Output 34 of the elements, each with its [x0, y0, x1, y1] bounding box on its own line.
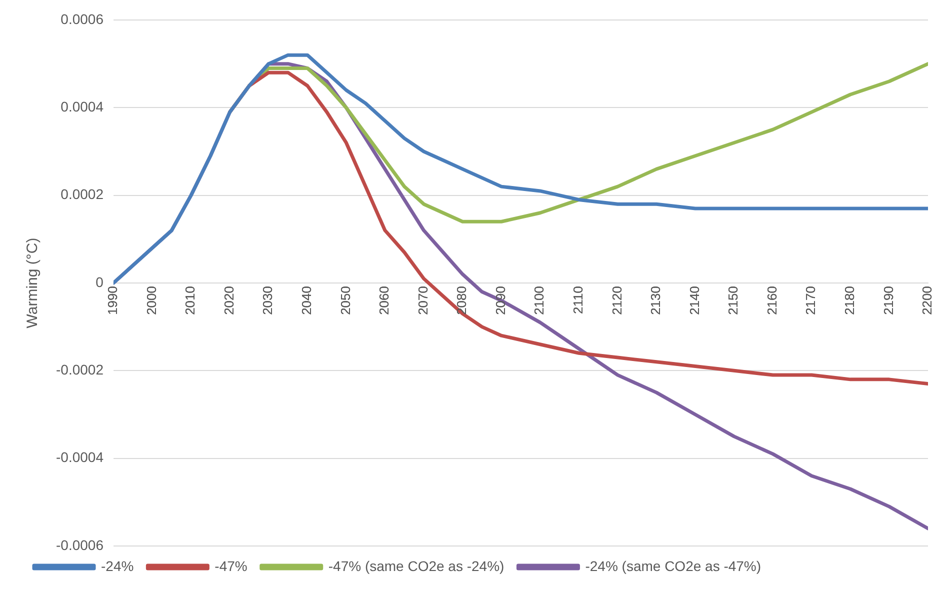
- x-tick-label: 2050: [338, 286, 353, 315]
- x-tick-label: 2110: [570, 286, 586, 314]
- x-tick-label: 2120: [609, 286, 624, 315]
- x-tick-label: 2080: [454, 286, 470, 315]
- x-tick-label: 2160: [764, 286, 780, 315]
- y-tick-label: 0: [96, 274, 104, 290]
- x-tick-label: 2060: [376, 286, 392, 315]
- x-tick-label: 2150: [726, 286, 741, 315]
- legend-label: -24% (same CO2e as -47%): [585, 558, 762, 574]
- y-tick-label: 0.0002: [60, 186, 104, 202]
- y-tick-label: 0.0004: [60, 98, 104, 115]
- x-tick-label: 2090: [492, 286, 508, 315]
- x-tick-label: 2140: [686, 286, 702, 315]
- legend-label: -47% (same CO2e as -24%): [328, 558, 504, 574]
- y-axis-title: Warming (°C): [24, 238, 42, 328]
- x-tick-label: 2180: [842, 286, 858, 315]
- x-tick-label: 2020: [221, 286, 236, 315]
- x-tick-label: 1990: [105, 286, 120, 315]
- x-tick-label: 2040: [298, 286, 314, 315]
- x-tick-label: 2000: [144, 286, 159, 315]
- x-tick-label: 2190: [880, 286, 896, 315]
- x-tick-label: 2100: [532, 286, 547, 315]
- x-tick-label: 2200: [920, 286, 935, 315]
- x-tick-label: 2030: [260, 286, 276, 315]
- y-tick-label: -0.0004: [56, 449, 104, 466]
- legend-label: -24%: [101, 558, 134, 574]
- y-tick-label: 0.0006: [60, 10, 104, 27]
- legend-label: -47%: [214, 558, 248, 574]
- x-tick-label: 2130: [648, 286, 664, 315]
- y-tick-label: -0.0006: [56, 536, 104, 553]
- x-tick-label: 2170: [803, 286, 818, 315]
- x-tick-label: 2070: [415, 286, 430, 315]
- y-tick-label: -0.0002: [56, 362, 104, 378]
- x-tick-label: 2010: [182, 286, 198, 315]
